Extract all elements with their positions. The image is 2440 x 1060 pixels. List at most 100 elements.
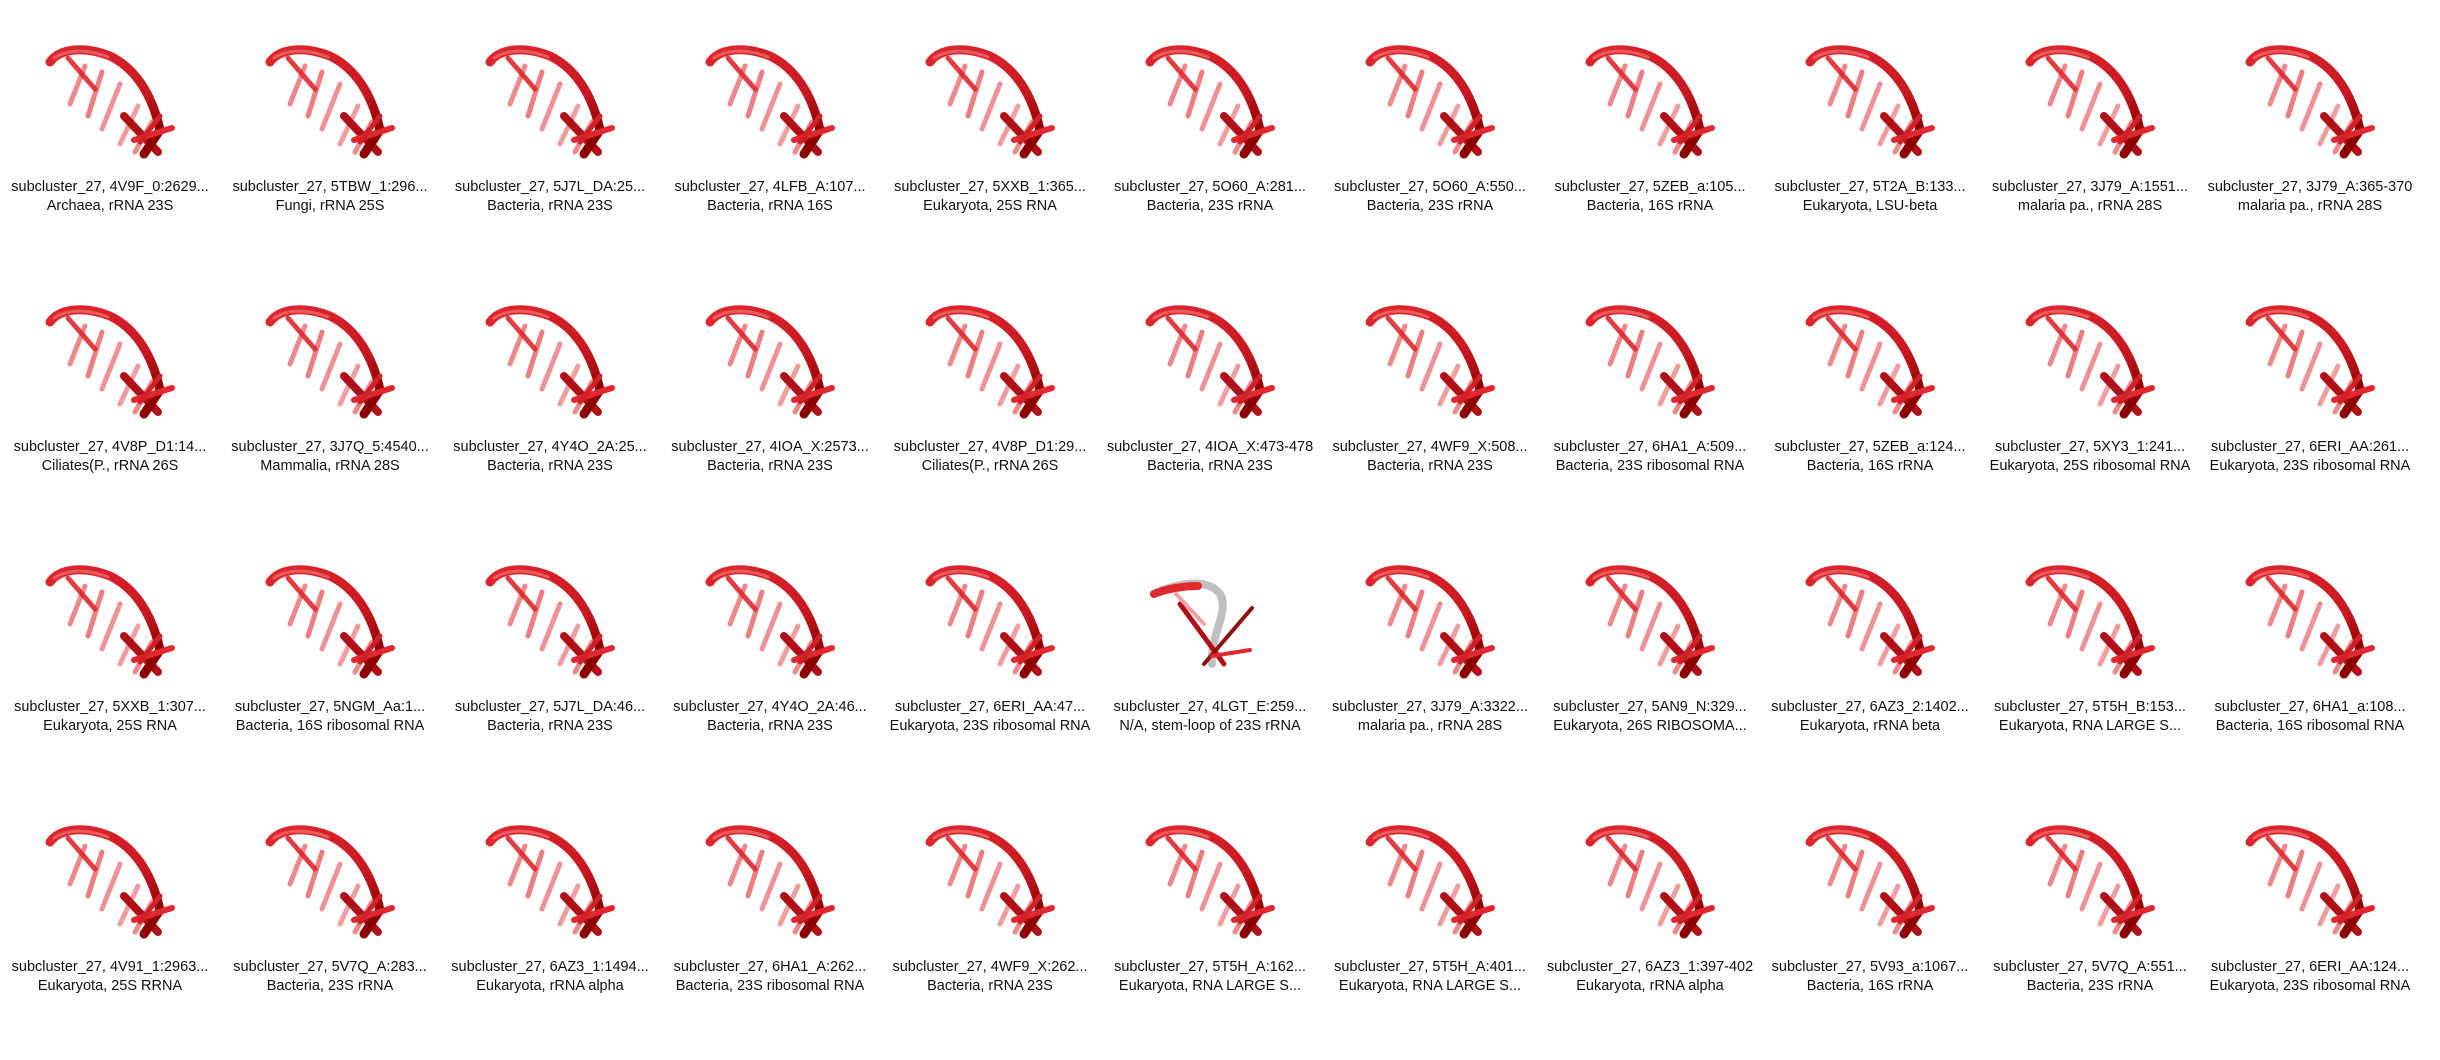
gallery-tile[interactable]: subcluster_27, 6ERI_AA:124... Eukaryota, … <box>2200 780 2420 1040</box>
rna-loop-structure-icon <box>485 565 615 679</box>
tile-id-label: subcluster_27, 4Y4O_2A:25... <box>453 439 647 455</box>
gallery-tile[interactable]: subcluster_27, 6AZ3_2:1402... Eukaryota, … <box>1760 520 1980 780</box>
rna-loop-structure-icon <box>2245 825 2375 939</box>
rna-loop-structure-icon <box>925 305 1055 419</box>
tile-description-label: Ciliates(P., rRNA 26S <box>41 458 179 474</box>
rna-loop-structure-icon <box>2025 825 2155 939</box>
gallery-tile[interactable]: subcluster_27, 6HA1_a:108... Bacteria, 16… <box>2200 520 2420 780</box>
rna-loop-structure-icon <box>1365 305 1495 419</box>
tile-id-label: subcluster_27, 3J79_A:1551... <box>1992 179 2188 195</box>
gallery-tile[interactable]: subcluster_27, 4IOA_X:2573... Bacteria, r… <box>660 260 880 520</box>
tile-id-label: subcluster_27, 5T5H_A:162... <box>1114 959 1306 975</box>
gallery-tile[interactable]: subcluster_27, 6HA1_A:509... Bacteria, 23… <box>1540 260 1760 520</box>
gallery-tile[interactable]: subcluster_27, 4V8P_D1:14... Ciliates(P.,… <box>0 260 220 520</box>
rna-loop-structure-icon <box>2025 45 2155 159</box>
tile-id-label: subcluster_27, 4V9F_0:2629... <box>11 179 209 195</box>
gallery-tile[interactable]: subcluster_27, 5XY3_1:241... Eukaryota, 2… <box>1980 260 2200 520</box>
rna-loop-structure-icon <box>925 45 1055 159</box>
tile-description-label: Bacteria, 23S rRNA <box>2026 978 2154 994</box>
gallery-tile[interactable]: subcluster_27, 3J79_A:1551... malaria pa.… <box>1980 0 2200 260</box>
gallery-tile[interactable]: subcluster_27, 5O60_A:550... Bacteria, 23… <box>1320 0 1540 260</box>
gallery-tile[interactable]: subcluster_27, 5AN9_N:329... Eukaryota, 2… <box>1540 520 1760 780</box>
gallery-tile[interactable]: subcluster_27, 3J79_A:3322... malaria pa.… <box>1320 520 1540 780</box>
gallery-tile[interactable]: subcluster_27, 4Y4O_2A:25... Bacteria, rR… <box>440 260 660 520</box>
tile-id-label: subcluster_27, 6AZ3_1:1494... <box>451 959 649 975</box>
gallery-tile[interactable]: subcluster_27, 5J7L_DA:46... Bacteria, rR… <box>440 520 660 780</box>
tile-id-label: subcluster_27, 5V93_a:1067... <box>1771 959 1969 975</box>
gallery-tile[interactable]: subcluster_27, 5T5H_A:401... Eukaryota, R… <box>1320 780 1540 1040</box>
tile-id-label: subcluster_27, 5V7Q_A:551... <box>1993 959 2187 975</box>
rna-loop-structure-icon <box>45 45 175 159</box>
gallery-tile[interactable]: subcluster_27, 4LFB_A:107... Bacteria, rR… <box>660 0 880 260</box>
gallery-tile[interactable]: subcluster_27, 5O60_A:281... Bacteria, 23… <box>1100 0 1320 260</box>
tile-description-label: Eukaryota, rRNA beta <box>1799 718 1941 734</box>
gallery-tile[interactable]: subcluster_27, 5NGM_Aa:1... Bacteria, 16S… <box>220 520 440 780</box>
tile-description-label: Bacteria, 16S ribosomal RNA <box>2215 718 2405 734</box>
rna-loop-structure-icon <box>1365 825 1495 939</box>
gallery-tile[interactable]: subcluster_27, 6HA1_A:262... Bacteria, 23… <box>660 780 880 1040</box>
tile-description-label: Eukaryota, 23S ribosomal RNA <box>2209 978 2411 994</box>
gallery-tile[interactable]: subcluster_27, 4Y4O_2A:46... Bacteria, rR… <box>660 520 880 780</box>
tile-description-label: Eukaryota, RNA LARGE S... <box>1998 718 2182 734</box>
tile-id-label: subcluster_27, 4WF9_X:508... <box>1332 439 1528 455</box>
gallery-tile[interactable]: subcluster_27, 5V7Q_A:283... Bacteria, 23… <box>220 780 440 1040</box>
gallery-tile[interactable]: subcluster_27, 5T5H_B:153... Eukaryota, R… <box>1980 520 2200 780</box>
gallery-tile[interactable]: subcluster_27, 5TBW_1:296... Fungi, rRNA … <box>220 0 440 260</box>
tile-description-label: Eukaryota, 26S RIBOSOMA... <box>1553 718 1747 734</box>
tile-id-label: subcluster_27, 4V8P_D1:29... <box>893 439 1087 455</box>
gallery-tile[interactable]: subcluster_27, 5T5H_A:162... Eukaryota, R… <box>1100 780 1320 1040</box>
tile-description-label: Bacteria, 23S ribosomal RNA <box>675 978 865 994</box>
rna-loop-structure-icon <box>1805 305 1935 419</box>
rna-loop-structure-icon <box>2245 305 2375 419</box>
gallery-tile[interactable]: subcluster_27, 5J7L_DA:25... Bacteria, rR… <box>440 0 660 260</box>
gallery-tile[interactable]: subcluster_27, 6ERI_AA:47... Eukaryota, 2… <box>880 520 1100 780</box>
tile-id-label: subcluster_27, 4LGT_E:259... <box>1113 699 1307 715</box>
tile-description-label: Bacteria, rRNA 16S <box>707 198 833 214</box>
gallery-tile[interactable]: subcluster_27, 4WF9_X:508... Bacteria, rR… <box>1320 260 1540 520</box>
gallery-tile[interactable]: subcluster_27, 6ERI_AA:261... Eukaryota, … <box>2200 260 2420 520</box>
gallery-tile[interactable]: subcluster_27, 5ZEB_a:105... Bacteria, 16… <box>1540 0 1760 260</box>
rna-loop-structure-icon <box>1585 565 1715 679</box>
gallery-tile[interactable]: subcluster_27, 4WF9_X:262... Bacteria, rR… <box>880 780 1100 1040</box>
tile-description-label: Eukaryota, RNA LARGE S... <box>1338 978 1522 994</box>
gallery-tile[interactable]: subcluster_27, 4V8P_D1:29... Ciliates(P.,… <box>880 260 1100 520</box>
gallery-tile[interactable]: subcluster_27, 5T2A_B:133... Eukaryota, L… <box>1760 0 1980 260</box>
tile-description-label: Eukaryota, RNA LARGE S... <box>1118 978 1302 994</box>
gallery-tile[interactable]: subcluster_27, 3J7Q_5:4540... Mammalia, r… <box>220 260 440 520</box>
gallery-tile[interactable]: subcluster_27, 6AZ3_1:397-402 Eukaryota, … <box>1540 780 1760 1040</box>
tile-description-label: Eukaryota, LSU-beta <box>1802 198 1938 214</box>
tile-id-label: subcluster_27, 6ERI_AA:261... <box>2210 439 2410 455</box>
gallery-tile[interactable]: subcluster_27, 4V9F_0:2629... Archaea, rR… <box>0 0 220 260</box>
gallery-tile[interactable]: subcluster_27, 5XXB_1:307... Eukaryota, 2… <box>0 520 220 780</box>
rna-loop-structure-icon <box>705 305 835 419</box>
gallery-tile[interactable]: subcluster_27, 6AZ3_1:1494... Eukaryota, … <box>440 780 660 1040</box>
gallery-tile[interactable]: subcluster_27, 4V91_1:2963... Eukaryota, … <box>0 780 220 1040</box>
rna-loop-structure-icon <box>2245 565 2375 679</box>
rna-loop-structure-icon <box>2025 305 2155 419</box>
tile-description-label: Bacteria, rRNA 23S <box>707 718 833 734</box>
tile-id-label: subcluster_27, 4V91_1:2963... <box>11 959 209 975</box>
tile-description-label: Mammalia, rRNA 28S <box>260 458 400 474</box>
rna-loop-structure-icon <box>1805 45 1935 159</box>
gallery-tile[interactable]: subcluster_27, 5V93_a:1067... Bacteria, 1… <box>1760 780 1980 1040</box>
rna-loop-structure-icon <box>1585 825 1715 939</box>
gallery-tile[interactable]: subcluster_27, 5V7Q_A:551... Bacteria, 23… <box>1980 780 2200 1040</box>
rna-loop-structure-icon <box>265 45 395 159</box>
tile-id-label: subcluster_27, 4V8P_D1:14... <box>13 439 207 455</box>
gallery-tile[interactable]: subcluster_27, 4IOA_X:473-478 Bacteria, r… <box>1100 260 1320 520</box>
tile-id-label: subcluster_27, 5ZEB_a:105... <box>1554 179 1746 195</box>
rna-loop-structure-icon <box>485 45 615 159</box>
tile-description-label: Bacteria, rRNA 23S <box>487 198 613 214</box>
rna-loop-structure-icon <box>1805 565 1935 679</box>
gallery-tile[interactable]: subcluster_27, 5XXB_1:365... Eukaryota, 2… <box>880 0 1100 260</box>
tile-id-label: subcluster_27, 5AN9_N:329... <box>1553 699 1747 715</box>
tile-description-label: Bacteria, 16S rRNA <box>1806 978 1934 994</box>
tile-description-label: Bacteria, 23S rRNA <box>266 978 394 994</box>
gallery-tile[interactable]: subcluster_27, 3J79_A:365-370 malaria pa.… <box>2200 0 2420 260</box>
gallery-tile[interactable]: subcluster_27, 5ZEB_a:124... Bacteria, 16… <box>1760 260 1980 520</box>
tile-description-label: Bacteria, 16S rRNA <box>1806 458 1934 474</box>
tile-id-label: subcluster_27, 3J79_A:365-370 <box>2207 179 2413 195</box>
tile-id-label: subcluster_27, 5V7Q_A:283... <box>233 959 427 975</box>
rna-loop-structure-icon <box>1365 45 1495 159</box>
gallery-tile[interactable]: subcluster_27, 4LGT_E:259... N/A, stem-lo… <box>1100 520 1320 780</box>
